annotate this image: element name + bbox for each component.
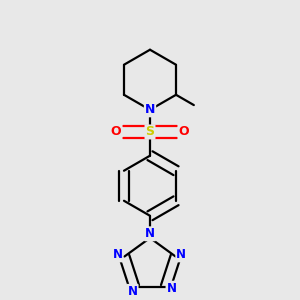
Text: N: N [112,248,122,261]
Text: N: N [145,103,155,116]
Text: N: N [167,282,176,295]
Text: N: N [176,248,186,261]
Text: O: O [111,125,122,139]
Text: N: N [128,285,138,298]
Text: O: O [178,125,189,139]
Text: S: S [146,125,154,139]
Text: N: N [145,227,155,240]
